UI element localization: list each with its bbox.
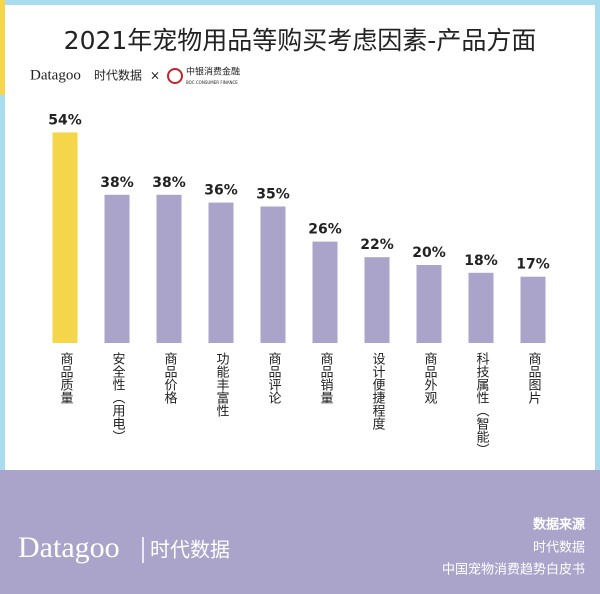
x-tick-label: 安全性（用电）	[110, 352, 126, 443]
bar	[104, 194, 130, 343]
logo-partner: 中银消费金融	[186, 66, 240, 78]
value-label: 36%	[204, 183, 238, 199]
bar	[416, 265, 442, 343]
x-tick-label: 设计便捷程度	[370, 352, 386, 430]
x-tick-label: 商品图片	[526, 352, 542, 404]
left-stripe-lower	[0, 95, 5, 470]
footer-brand-cn: 时代数据	[150, 538, 230, 562]
bar	[260, 206, 286, 343]
x-tick-label: 科技属性（智能）	[474, 352, 490, 456]
footer-band	[0, 470, 600, 594]
footer-brand: Datagoo	[18, 531, 120, 564]
value-label: 54%	[48, 112, 82, 128]
bar	[52, 132, 78, 343]
logo-brand-cn: 时代数据	[94, 68, 142, 83]
logo-partner-en: BOC CONSUMER FINANCE	[186, 80, 238, 85]
bar	[312, 241, 338, 343]
bar	[520, 276, 546, 343]
value-label: 20%	[412, 245, 446, 261]
bar	[156, 194, 182, 343]
bar	[208, 202, 234, 343]
bar	[468, 272, 494, 343]
logo-brand: Datagoo	[30, 67, 81, 83]
logo-times: ×	[150, 69, 160, 83]
value-label: 38%	[152, 175, 186, 191]
top-stripe	[0, 0, 600, 5]
x-tick-label: 功能丰富性	[214, 352, 230, 417]
value-label: 17%	[516, 257, 550, 273]
x-tick-label: 商品价格	[162, 352, 178, 404]
value-label: 35%	[256, 187, 290, 203]
value-label: 18%	[464, 253, 498, 269]
value-label: 38%	[100, 175, 134, 191]
value-label: 26%	[308, 222, 342, 238]
partner-icon	[167, 68, 183, 84]
bar	[364, 257, 390, 343]
x-tick-label: 商品外观	[422, 352, 438, 404]
x-tick-label: 商品评论	[266, 352, 282, 404]
left-stripe	[0, 0, 5, 95]
x-tick-label: 商品质量	[58, 352, 74, 404]
x-tick-label: 商品销量	[318, 352, 334, 404]
right-stripe	[595, 0, 600, 470]
value-label: 22%	[360, 237, 394, 253]
source-line: 时代数据	[533, 541, 585, 556]
source-title: 数据来源	[533, 517, 585, 533]
source-line: 中国宠物消费趋势白皮书	[442, 562, 585, 578]
chart-title: 2021年宠物用品等购买考虑因素-产品方面	[64, 26, 537, 55]
